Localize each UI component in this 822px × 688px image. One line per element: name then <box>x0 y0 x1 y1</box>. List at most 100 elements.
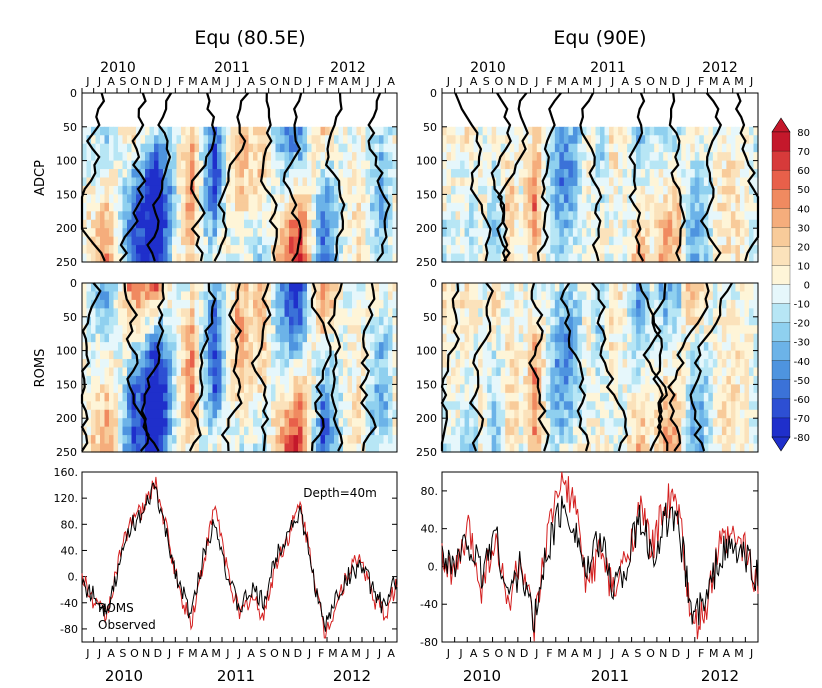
heatmap-cell <box>581 409 588 419</box>
heatmap-cell <box>307 202 313 212</box>
heatmap-cell <box>496 435 502 445</box>
heatmap-cell <box>726 236 732 246</box>
heatmap-cell <box>199 316 205 326</box>
heatmap-cell <box>275 291 281 301</box>
heatmap-cell <box>149 333 155 343</box>
heatmap-cell <box>640 236 646 246</box>
heatmap-cell <box>482 291 488 301</box>
heatmap-cell <box>311 342 317 352</box>
heatmap-cell <box>235 359 241 369</box>
heatmap-cell <box>451 202 457 212</box>
heatmap-cell <box>581 342 588 352</box>
heatmap-cell <box>699 333 705 343</box>
heatmap-cell <box>577 333 583 343</box>
heatmap-cell <box>388 126 394 136</box>
heatmap-cell <box>748 253 755 263</box>
heatmap-cell <box>703 126 709 136</box>
heatmap-cell <box>595 443 601 453</box>
heatmap-cell <box>469 325 475 335</box>
heatmap-cell <box>640 426 646 436</box>
heatmap-cell <box>532 152 538 162</box>
heatmap-cell <box>649 236 655 246</box>
heatmap-cell <box>212 160 218 170</box>
heatmap-cell <box>212 367 218 377</box>
heatmap-cell <box>95 426 101 436</box>
heatmap-cell <box>235 426 241 436</box>
heatmap-cell <box>122 219 128 229</box>
heatmap-cell <box>158 211 164 221</box>
heatmap-cell <box>172 435 178 445</box>
heatmap-cell <box>491 443 497 453</box>
heatmap-cell <box>91 435 97 445</box>
heatmap-cell <box>239 177 245 187</box>
heatmap-cell <box>613 443 619 453</box>
heatmap-cell <box>703 418 709 428</box>
heatmap-cell <box>356 443 362 453</box>
heatmap-cell <box>379 299 385 309</box>
heatmap-cell <box>149 245 155 255</box>
heatmap-cell <box>600 219 606 229</box>
heatmap-cell <box>140 202 146 212</box>
heatmap-cell <box>91 185 97 195</box>
heatmap-cell <box>469 426 475 436</box>
heatmap-cell <box>343 392 349 402</box>
heatmap-cell <box>491 367 497 377</box>
heatmap-cell <box>361 135 367 145</box>
heatmap-cell <box>361 152 367 162</box>
heatmap-cell <box>226 135 232 145</box>
heatmap-cell <box>613 342 619 352</box>
heatmap-cell <box>280 228 286 238</box>
heatmap-cell <box>329 375 335 385</box>
contour-line <box>628 92 646 262</box>
heatmap-cell <box>208 316 214 326</box>
heatmap-cell <box>478 443 484 453</box>
heatmap-cell <box>496 350 502 360</box>
heatmap-cell <box>563 211 569 221</box>
heatmap-cell <box>199 219 205 229</box>
heatmap-cell <box>284 367 290 377</box>
heatmap-cell <box>356 253 362 263</box>
heatmap-cell <box>95 367 101 377</box>
heatmap-cell <box>383 291 389 301</box>
heatmap-cell <box>491 299 497 309</box>
heatmap-cell <box>199 194 205 204</box>
heatmap-cell <box>289 333 295 343</box>
heatmap-cell <box>176 185 182 195</box>
heatmap-cell <box>136 392 142 402</box>
heatmap-cell <box>239 392 245 402</box>
heatmap-cell <box>221 160 227 170</box>
heatmap-cell <box>640 160 646 170</box>
heatmap-cell <box>604 325 610 335</box>
heatmap-cell <box>672 236 678 246</box>
heatmap-cell <box>181 401 187 411</box>
heatmap-cell <box>262 359 268 369</box>
heatmap-cell <box>104 299 110 309</box>
heatmap-cell <box>181 375 187 385</box>
heatmap-cell <box>109 283 115 293</box>
heatmap-cell <box>505 350 511 360</box>
heatmap-cell <box>334 283 340 293</box>
heatmap-cell <box>478 325 484 335</box>
heatmap-cell <box>523 194 529 204</box>
heatmap-cell <box>563 342 569 352</box>
heatmap-cell <box>338 152 344 162</box>
heatmap-cell <box>145 211 151 221</box>
heatmap-cell <box>469 299 475 309</box>
heatmap-cell <box>455 308 461 318</box>
heatmap-cell <box>392 359 398 369</box>
heatmap-cell <box>289 291 295 301</box>
depth-tick-label: 250 <box>56 446 77 459</box>
heatmap-cell <box>527 202 533 212</box>
heatmap-cell <box>334 342 340 352</box>
heatmap-cell <box>298 342 304 352</box>
heatmap-cell <box>672 342 678 352</box>
heatmap-cell <box>442 443 448 453</box>
heatmap-cell <box>645 177 651 187</box>
heatmap-cell <box>122 143 128 153</box>
heatmap-cell <box>518 316 524 326</box>
heatmap-cell <box>275 367 281 377</box>
heatmap-cell <box>545 219 551 229</box>
heatmap-cell <box>491 228 497 238</box>
panel-frame <box>81 282 398 453</box>
heatmap-cell <box>244 143 250 153</box>
